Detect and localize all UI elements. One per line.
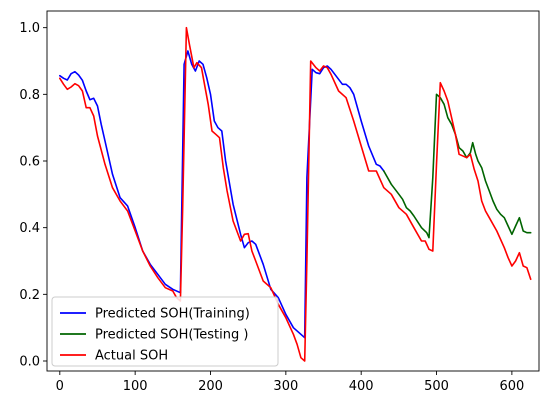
y-tick-label: 0.8: [19, 88, 40, 103]
y-tick-label: 0.6: [19, 155, 40, 170]
legend: Predicted SOH(Training) Predicted SOH(Tes…: [51, 296, 279, 367]
legend-label-0: Predicted SOH(Training): [95, 307, 250, 322]
legend-box: [51, 296, 279, 367]
y-tick-label: 1.0: [19, 21, 40, 36]
series-line-0: [58, 50, 385, 339]
series-line-1: [382, 93, 532, 239]
y-tick-label: 0.4: [19, 221, 40, 236]
x-tick-label: 400: [349, 379, 374, 394]
x-tick-label: 300: [273, 379, 298, 394]
axes-layer: 0 100 200 300 400 500 600 0.0 0.2 0.4 0.6 0.8 1.0: [19, 21, 524, 394]
x-tick-label: 100: [123, 379, 148, 394]
series-line-2: [58, 26, 532, 362]
y-tick-label: 0.0: [19, 355, 40, 370]
x-tick-label: 0: [56, 379, 64, 394]
legend-label-1: Predicted SOH(Testing ): [95, 328, 248, 343]
x-tick-label: 500: [424, 379, 449, 394]
x-tick-label: 200: [198, 379, 223, 394]
x-tick-label: 600: [499, 379, 524, 394]
legend-label-2: Actual SOH: [95, 349, 168, 364]
y-tick-label: 0.2: [19, 288, 40, 303]
series-layer: [58, 26, 532, 362]
plot-frame: [46, 10, 540, 372]
